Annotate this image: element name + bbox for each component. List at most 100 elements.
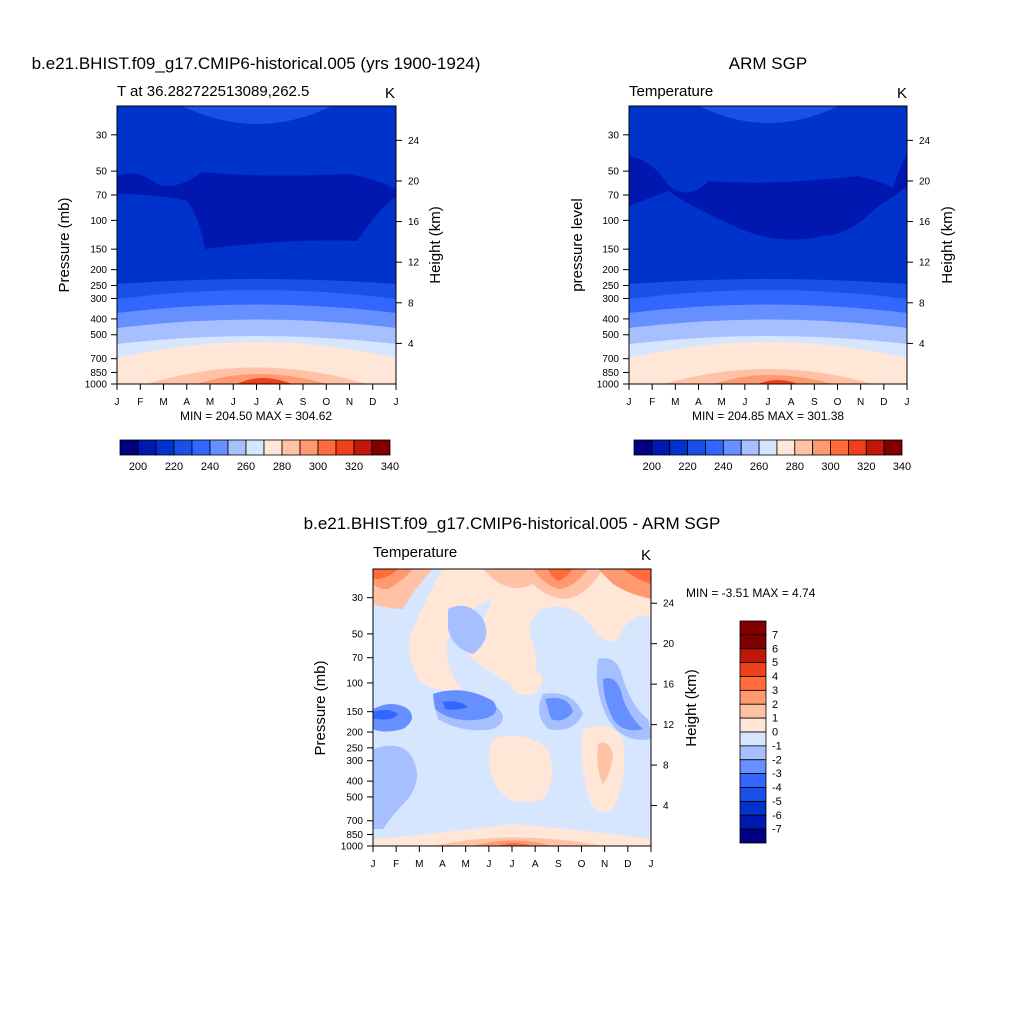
- x-tick-label: N: [857, 397, 864, 408]
- pressure-tick-label: 500: [90, 330, 107, 341]
- pressure-tick-label: 850: [90, 368, 107, 379]
- colorbar-box: [245, 439, 265, 456]
- colorbar-box: [865, 439, 885, 456]
- colorbar-label: 3: [772, 685, 778, 697]
- panel-model-ylabel-right: Height (km): [427, 206, 444, 284]
- height-tick-label: 4: [919, 339, 925, 350]
- panel-obs-stats: MIN = 204.85 MAX = 301.38: [692, 409, 844, 423]
- pressure-tick-label: 200: [346, 728, 363, 739]
- pressure-tick-label: 300: [602, 294, 619, 305]
- colorbar-box: [687, 439, 706, 456]
- colorbar-box: [739, 676, 767, 691]
- pressure-tick-label: 700: [602, 354, 619, 365]
- colorbar-box: [739, 717, 767, 733]
- field-band: [629, 154, 907, 240]
- x-tick-label: J: [649, 859, 654, 870]
- pressure-tick-label: 300: [90, 294, 107, 305]
- x-tick-label: J: [231, 397, 236, 408]
- colorbar-box: [739, 703, 767, 719]
- pressure-tick-label: 250: [90, 281, 107, 292]
- x-tick-label: F: [649, 397, 655, 408]
- height-tick-label: 16: [919, 217, 931, 228]
- panel-obs-plot: [629, 106, 907, 384]
- pressure-tick-label: 150: [346, 707, 363, 718]
- x-tick-label: J: [394, 397, 399, 408]
- colorbar-label: 340: [381, 461, 399, 473]
- height-tick-label: 12: [408, 258, 420, 269]
- x-tick-label: N: [346, 397, 353, 408]
- colorbar-box: [353, 439, 373, 456]
- colorbar-box: [371, 439, 391, 456]
- colorbar-box: [227, 439, 247, 456]
- pressure-tick-label: 850: [602, 368, 619, 379]
- colorbar-box: [758, 439, 778, 456]
- x-tick-label: J: [486, 859, 491, 870]
- pressure-tick-label: 700: [90, 354, 107, 365]
- pressure-tick-label: 1000: [597, 380, 620, 391]
- field-band: [237, 378, 292, 384]
- panel-diff-title: b.e21.BHIST.f09_g17.CMIP6-historical.005…: [304, 514, 721, 533]
- x-tick-label: J: [742, 397, 747, 408]
- colorbar-label: 280: [273, 461, 291, 473]
- height-tick-label: 24: [919, 136, 931, 147]
- colorbar-box: [739, 634, 767, 650]
- height-tick-label: 8: [919, 298, 925, 309]
- colorbar-label: 220: [678, 461, 696, 473]
- colorbar-label: -3: [772, 768, 782, 780]
- colorbar-box: [739, 620, 767, 636]
- pressure-tick-label: 200: [602, 265, 619, 276]
- field-band: [758, 380, 799, 384]
- colorbar-label: 200: [129, 461, 147, 473]
- height-tick-label: 4: [663, 801, 669, 812]
- field-band: [373, 569, 398, 579]
- field-band: [182, 106, 332, 124]
- colorbar-label: 200: [643, 461, 661, 473]
- colorbar-box: [739, 731, 767, 747]
- x-tick-label: S: [555, 859, 562, 870]
- panel-model-ylabel-left: Pressure (mb): [56, 197, 73, 292]
- field-band: [373, 709, 398, 720]
- colorbar-label: 260: [237, 461, 255, 473]
- colorbar-box: [173, 439, 193, 456]
- x-tick-label: J: [766, 397, 771, 408]
- pressure-tick-label: 100: [90, 216, 107, 227]
- pressure-tick-label: 200: [90, 265, 107, 276]
- colorbar-box: [776, 439, 796, 456]
- colorbar-box: [137, 439, 157, 456]
- colorbar-label: -6: [772, 810, 782, 822]
- colorbar-box: [739, 800, 767, 816]
- height-tick-label: 20: [408, 176, 420, 187]
- x-tick-label: A: [276, 397, 283, 408]
- pressure-tick-label: 30: [608, 130, 620, 141]
- x-tick-label: J: [905, 397, 910, 408]
- pressure-tick-label: 400: [90, 314, 107, 325]
- field-band: [498, 843, 533, 846]
- pressure-tick-label: 50: [608, 167, 620, 178]
- panel-diff-plot: [373, 569, 651, 846]
- field-band: [623, 569, 651, 584]
- colorbar-box: [651, 439, 671, 456]
- x-tick-label: N: [601, 859, 608, 870]
- colorbar-box: [705, 439, 724, 456]
- panel-obs-units: K: [897, 85, 907, 102]
- colorbar-label: 300: [821, 461, 839, 473]
- x-tick-label: O: [322, 397, 330, 408]
- x-tick-label: J: [510, 859, 515, 870]
- pressure-tick-label: 500: [602, 330, 619, 341]
- pressure-tick-label: 1000: [85, 380, 108, 391]
- pressure-tick-label: 30: [352, 593, 364, 604]
- panel-diff-stats: MIN = -3.51 MAX = 4.74: [686, 586, 816, 600]
- colorbar-box: [669, 439, 689, 456]
- colorbar-box: [119, 439, 139, 456]
- pressure-tick-label: 70: [352, 653, 364, 664]
- colorbar-label: 280: [786, 461, 804, 473]
- colorbar-label: 220: [165, 461, 183, 473]
- height-tick-label: 8: [663, 761, 669, 772]
- colorbar-box: [830, 439, 849, 456]
- panel-model-plot: [117, 106, 396, 384]
- pressure-tick-label: 70: [96, 191, 108, 202]
- field-band: [545, 697, 573, 721]
- pressure-tick-label: 150: [90, 245, 107, 256]
- field-band: [548, 569, 573, 581]
